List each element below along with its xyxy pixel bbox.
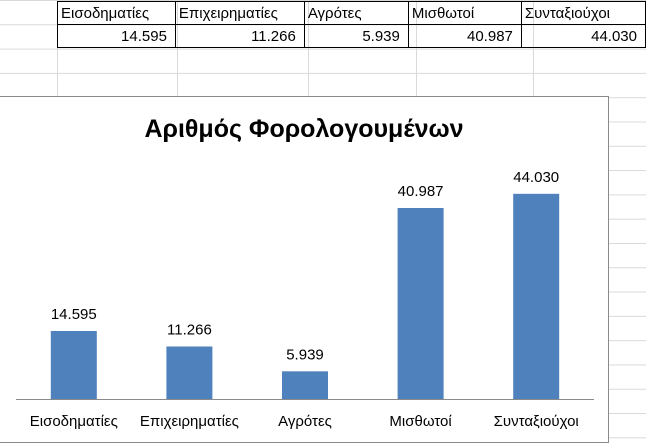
header-cell[interactable]: Συνταξιούχοι xyxy=(520,1,646,25)
data-label: 44.030 xyxy=(513,169,559,186)
value-cell[interactable]: 40.987 xyxy=(407,24,522,48)
x-tick-label: Μισθωτοί xyxy=(389,413,452,430)
data-label: 40.987 xyxy=(398,183,444,200)
chart-title: Αριθμός Φορολογουμένων xyxy=(144,115,464,143)
bar[interactable] xyxy=(50,330,97,399)
value-cell[interactable]: 11.266 xyxy=(174,24,305,48)
data-table: Εισοδηματίες Επιχειρηματίες Αγρότες Μισθ… xyxy=(57,1,646,48)
bar[interactable] xyxy=(166,346,213,399)
header-cell[interactable]: Αγρότες xyxy=(303,1,409,25)
chart-plot: 14.595 Εισοδηματίες 11.266 Επιχειρηματίες 5.… xyxy=(16,169,594,430)
data-label: 5.939 xyxy=(286,346,324,363)
x-tick-label: Επιχειρηματίες xyxy=(140,413,239,430)
x-tick-label: Συνταξιούχοι xyxy=(494,413,579,430)
data-label: 11.266 xyxy=(167,322,212,339)
bar[interactable] xyxy=(397,208,444,399)
value-cell[interactable]: 14.595 xyxy=(57,24,176,48)
x-tick-label: Αγρότες xyxy=(278,413,332,430)
header-cell[interactable]: Εισοδηματίες xyxy=(57,1,176,25)
value-cell[interactable]: 5.939 xyxy=(303,24,409,48)
x-tick-label: Εισοδηματίες xyxy=(30,413,118,430)
header-cell[interactable]: Μισθωτοί xyxy=(407,1,522,25)
data-label: 14.595 xyxy=(51,306,97,323)
bar-chart[interactable]: Αριθμός Φορολογουμένων 14.595 Εισοδηματίε… xyxy=(0,96,609,443)
bar[interactable] xyxy=(513,193,560,399)
header-cell[interactable]: Επιχειρηματίες xyxy=(174,1,305,25)
value-cell[interactable]: 44.030 xyxy=(520,24,646,48)
bar[interactable] xyxy=(282,371,328,399)
